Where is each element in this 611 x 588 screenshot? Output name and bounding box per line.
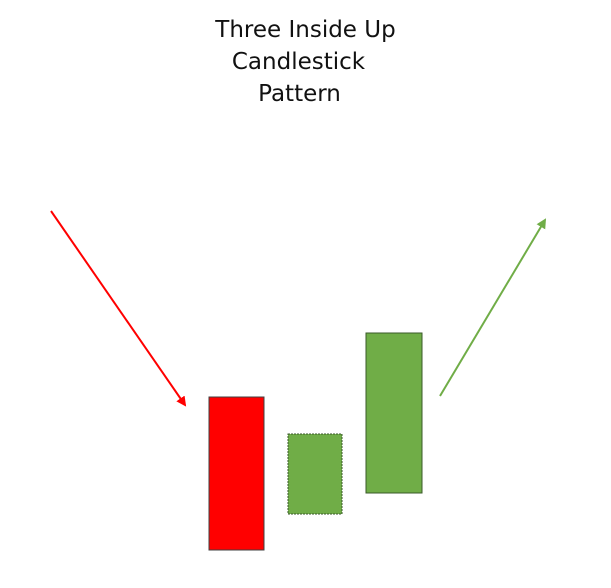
title-line-1: Three Inside Up: [215, 17, 396, 43]
confirmation-bullish-candle: [365, 332, 423, 494]
title-line-3: Pattern: [258, 81, 341, 107]
title-line-2: Candlestick: [231, 49, 366, 75]
uptrend-arrow-icon: [439, 218, 547, 397]
bearish-candle: [208, 396, 265, 551]
inside-bullish-candle: [287, 433, 343, 515]
diagram-title: Three Inside Up Candlestick Pattern: [0, 14, 611, 110]
downtrend-arrow-icon: [50, 210, 187, 407]
